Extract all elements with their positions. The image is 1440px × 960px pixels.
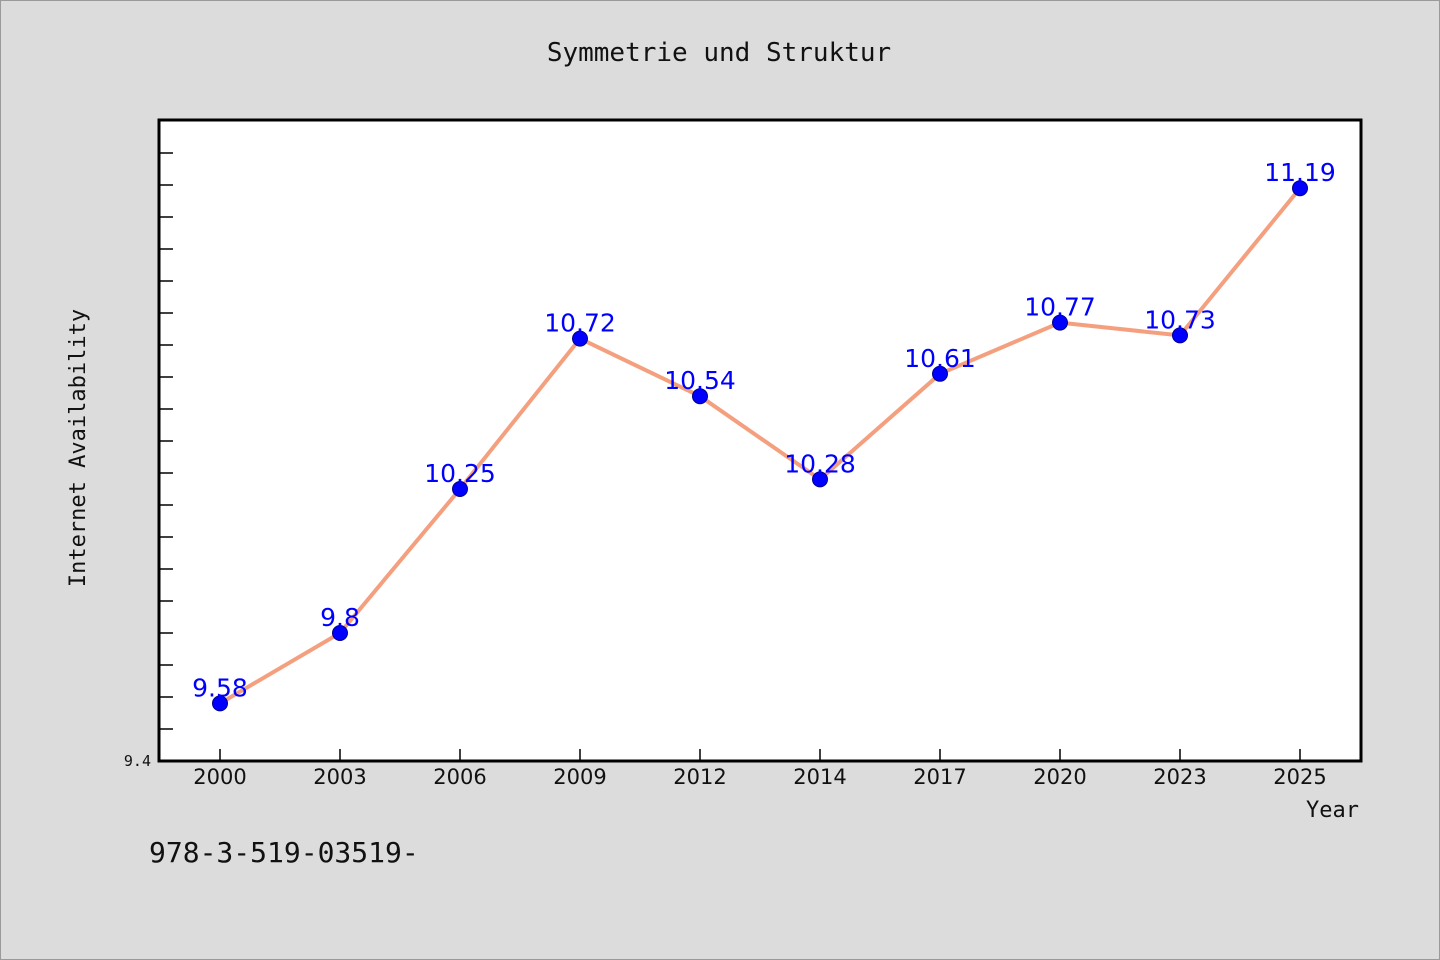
data-label: 10.54 <box>664 366 736 395</box>
x-tick-label: 2014 <box>793 765 846 789</box>
x-tick-label: 2025 <box>1273 765 1326 789</box>
x-tick-label: 2009 <box>553 765 606 789</box>
data-point <box>452 481 468 497</box>
y-tick-label: 9.4 <box>124 752 151 770</box>
data-label: 10.25 <box>424 459 496 488</box>
isbn-text: 978-3-519-03519- <box>149 836 419 869</box>
y-axis-label: Internet Availability <box>66 309 91 587</box>
plot-area <box>157 118 1363 763</box>
series-line-group <box>218 186 1302 706</box>
data-point <box>1292 180 1308 197</box>
data-point <box>1172 327 1188 344</box>
data-label: 10.73 <box>1144 305 1216 334</box>
data-label: 10.72 <box>544 309 616 338</box>
series-line <box>218 186 1302 706</box>
data-point <box>332 625 348 641</box>
data-label: 11.19 <box>1264 158 1336 187</box>
x-tick-label: 2006 <box>433 765 486 789</box>
x-tick-label: 2023 <box>1153 765 1206 789</box>
data-point <box>932 365 948 382</box>
data-point <box>692 388 708 405</box>
data-point <box>212 695 228 712</box>
y-axis-ticks: 9.4 <box>124 152 173 770</box>
data-label: 10.77 <box>1024 293 1096 322</box>
x-tick-label: 2000 <box>193 765 246 789</box>
data-point <box>812 471 828 488</box>
data-point <box>1052 314 1068 331</box>
data-label: 9.58 <box>192 673 248 702</box>
x-axis-ticks: 2000 2003 2006 2009 2012 2014 2017 2020 2023 2025 <box>193 749 1327 789</box>
x-axis-label: Year <box>1306 798 1359 823</box>
chart-title: Symmetrie und Struktur <box>547 38 891 68</box>
data-point <box>572 330 588 347</box>
data-label: 9.8 <box>320 603 360 632</box>
data-label: 10.61 <box>904 344 976 373</box>
data-label: 10.28 <box>784 449 856 478</box>
x-tick-label: 2003 <box>313 765 366 789</box>
x-tick-label: 2020 <box>1033 765 1086 789</box>
x-tick-label: 2012 <box>673 765 726 789</box>
data-labels: 9.58 9.8 10.25 10.72 10.54 10.28 10.61 10.77 10.… <box>192 158 1336 702</box>
data-markers <box>212 180 1308 712</box>
x-tick-label: 2017 <box>913 765 966 789</box>
